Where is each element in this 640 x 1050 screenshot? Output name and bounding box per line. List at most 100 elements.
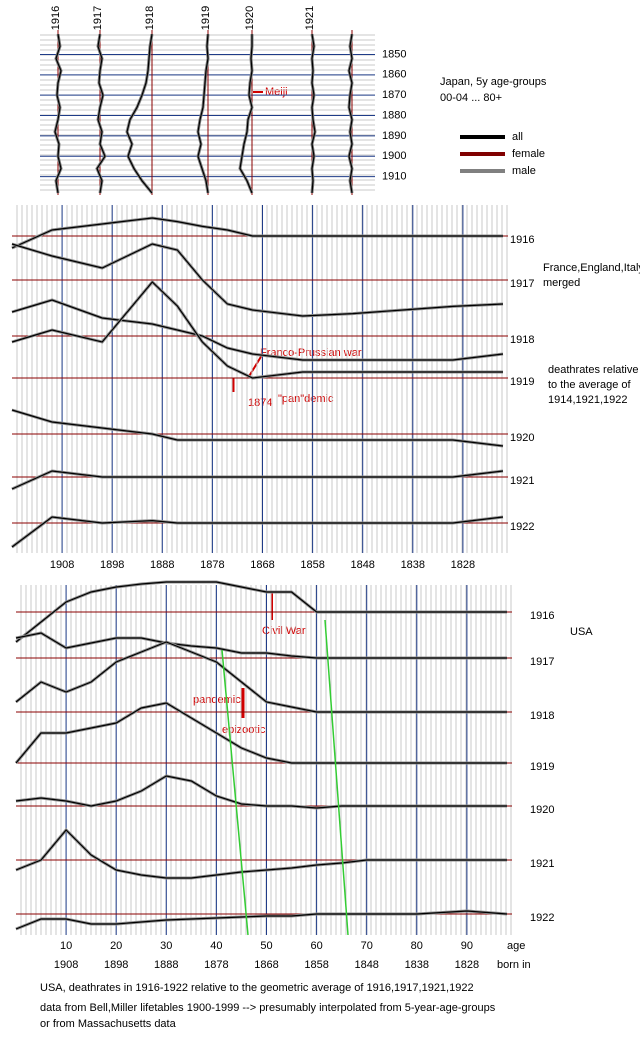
x-tick-label: 1858	[300, 559, 324, 571]
series-line	[11, 516, 504, 548]
reference-line	[221, 649, 249, 936]
y-tick-label: 1900	[382, 150, 406, 162]
x2-tick-label: 1878	[204, 959, 228, 971]
x-tick-label: 1838	[401, 559, 425, 571]
annotation: epizootic	[222, 724, 266, 736]
series-line	[11, 217, 503, 249]
x-tick-label: 50	[260, 940, 272, 952]
panel-title: USA	[570, 626, 593, 638]
series-line	[196, 33, 210, 194]
row-label: 1918	[510, 334, 534, 346]
annotation: Civil War	[262, 625, 306, 637]
series-line	[15, 641, 507, 713]
y-tick-label: 1870	[382, 89, 406, 101]
row-label: 1918	[530, 710, 554, 722]
x2-tick-label: 1848	[354, 959, 378, 971]
panel-subtitle: merged	[543, 277, 580, 289]
row-label: 1922	[510, 521, 534, 533]
y-tick-label: 1850	[382, 48, 406, 60]
reference-line	[324, 619, 349, 936]
series-line	[15, 829, 507, 879]
y-tick-label: 1880	[382, 109, 406, 121]
series-line	[15, 581, 507, 643]
row-label: 1922	[530, 912, 554, 924]
row-label: 1921	[530, 858, 554, 870]
x-tick-label: 1878	[200, 559, 224, 571]
series-line	[311, 33, 316, 194]
x-axis-label: age	[507, 940, 525, 952]
row-label: 1920	[510, 432, 534, 444]
series-line	[239, 34, 253, 194]
panel-subtitle: 00-04 ... 80+	[440, 92, 502, 104]
x-tick-label: 20	[110, 940, 122, 952]
x2-tick-label: 1898	[104, 959, 128, 971]
annotation-marker	[247, 354, 263, 379]
series-line	[348, 33, 353, 194]
series-line	[11, 243, 504, 317]
annotation: 1874	[248, 397, 272, 409]
x2-axis-label: born in	[497, 959, 531, 971]
legend-label: all	[512, 131, 523, 143]
annotation: Franco-Prussian war	[260, 347, 362, 359]
x2-tick-label: 1838	[405, 959, 429, 971]
annotation: pandemic	[193, 694, 241, 706]
legend-label: male	[512, 165, 536, 177]
annotation: "pan"demic	[278, 393, 334, 405]
x-tick-label: 30	[160, 940, 172, 952]
panel-note: to the average of	[548, 379, 632, 391]
caption: data from Bell,Miller lifetables 1900-19…	[40, 1002, 496, 1014]
row-label: 1919	[530, 761, 554, 773]
legend-label: female	[512, 148, 545, 160]
series-line	[11, 409, 504, 447]
series-line	[96, 33, 106, 194]
column-label: 1918	[144, 6, 156, 30]
panel-title: France,England,Italy	[543, 262, 640, 274]
y-tick-label: 1860	[382, 69, 406, 81]
series-line	[11, 299, 504, 361]
x-tick-label: 80	[411, 940, 423, 952]
x-tick-label: 70	[361, 940, 373, 952]
x-tick-label: 1848	[350, 559, 374, 571]
x-tick-label: 1898	[100, 559, 124, 571]
x-tick-label: 60	[310, 940, 322, 952]
column-label: 1919	[200, 6, 212, 30]
x2-tick-label: 1888	[154, 959, 178, 971]
row-label: 1917	[510, 278, 534, 290]
row-label: 1921	[510, 475, 534, 487]
series-line	[125, 33, 154, 194]
x-tick-label: 1888	[150, 559, 174, 571]
y-tick-label: 1890	[382, 130, 406, 142]
row-label: 1919	[510, 376, 534, 388]
series-line	[95, 33, 107, 194]
series-line	[54, 33, 62, 194]
row-label: 1916	[510, 234, 534, 246]
series-line	[197, 34, 209, 194]
x-tick-label: 1868	[250, 559, 274, 571]
x-tick-label: 90	[461, 940, 473, 952]
row-label: 1917	[530, 656, 554, 668]
annotation: Meiji	[265, 86, 288, 98]
series-line	[15, 702, 507, 764]
caption: USA, deathrates in 1916-1922 relative to…	[40, 982, 474, 994]
series-line	[15, 632, 507, 659]
x-tick-label: 1908	[50, 559, 74, 571]
row-label: 1916	[530, 610, 554, 622]
row-label: 1920	[530, 804, 554, 816]
column-label: 1920	[244, 6, 256, 30]
x-tick-label: 1828	[451, 559, 475, 571]
x-tick-label: 40	[210, 940, 222, 952]
x2-tick-label: 1868	[254, 959, 278, 971]
series-line	[11, 470, 504, 490]
x2-tick-label: 1828	[455, 959, 479, 971]
column-label: 1916	[50, 6, 62, 30]
panel-title: Japan, 5y age-groups	[440, 76, 547, 88]
series-line	[15, 775, 507, 809]
caption: or from Massachusetts data	[40, 1018, 177, 1030]
series-line	[11, 281, 503, 379]
series-line	[15, 910, 508, 930]
panel-note: deathrates relative	[548, 364, 639, 376]
y-tick-label: 1910	[382, 171, 406, 183]
column-label: 1917	[92, 6, 104, 30]
x2-tick-label: 1858	[304, 959, 328, 971]
